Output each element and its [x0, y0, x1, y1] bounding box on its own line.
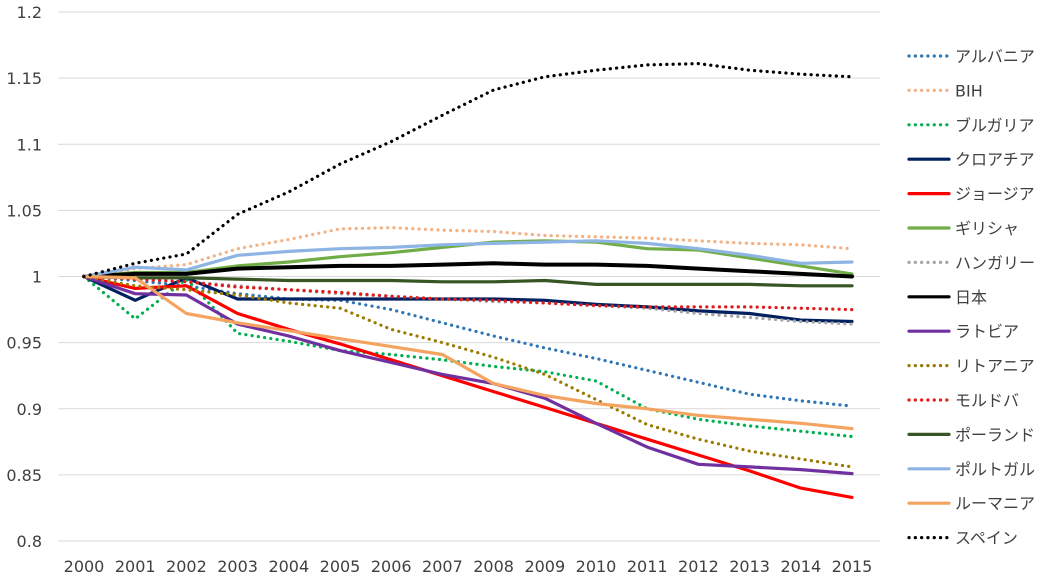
- legend-label: ラトビア: [955, 322, 1019, 341]
- x-tick-label: 2008: [473, 557, 514, 576]
- y-tick-label: 0.95: [6, 334, 42, 353]
- legend-label: スペイン: [955, 529, 1018, 548]
- y-tick-label: 1.1: [17, 135, 42, 154]
- y-tick-label: 1.2: [17, 3, 42, 22]
- legend-label: 日本: [955, 288, 987, 307]
- x-tick-label: 2001: [115, 557, 156, 576]
- series-line-14: [82, 274, 854, 431]
- y-tick-label: 0.9: [17, 400, 42, 419]
- legend-label: モルドバ: [955, 391, 1019, 410]
- y-axis-ticks: 0.8 0.85 0.9 0.95 1 1.05 1.1 1.15 1.2: [6, 3, 42, 551]
- series-line-11: [82, 274, 854, 312]
- x-tick-label: 2010: [576, 557, 617, 576]
- x-tick-label: 2005: [320, 557, 361, 576]
- legend-label: ブルガリア: [955, 116, 1035, 135]
- series-line-13: [82, 239, 854, 279]
- x-tick-label: 2003: [217, 557, 258, 576]
- legend-label: ハンガリー: [955, 253, 1035, 272]
- series-line-8: [82, 261, 854, 279]
- x-tick-label: 2011: [627, 557, 668, 576]
- series-line-5: [82, 274, 854, 499]
- series-line-12: [82, 274, 854, 288]
- legend: アルバニア BIH ブルガリアクロアチアジョージアギリシャハンガリー日本ラトビアリト…: [907, 47, 1035, 548]
- x-tick-label: 2000: [64, 557, 105, 576]
- x-axis-ticks: 2000 2001 2002 2003 2004 2005 2006 2007 2008 2009…: [64, 557, 873, 576]
- x-tick-label: 2013: [729, 557, 770, 576]
- x-tick-label: 2015: [832, 557, 873, 576]
- y-tick-label: 0.85: [6, 466, 42, 485]
- legend-label: BIH: [955, 81, 983, 100]
- series-lines: [82, 61, 854, 499]
- series-line-9: [82, 274, 854, 476]
- y-tick-label: 1.15: [6, 69, 42, 88]
- legend-label: クロアチア: [955, 150, 1035, 169]
- series-line-2: [82, 226, 854, 279]
- x-tick-label: 2007: [422, 557, 463, 576]
- series-line-3: [82, 274, 854, 439]
- series-line-1: [82, 274, 854, 408]
- x-tick-label: 2009: [524, 557, 565, 576]
- y-tick-label: 1.05: [6, 201, 42, 220]
- series-line-15: [82, 61, 854, 279]
- x-tick-label: 2006: [371, 557, 412, 576]
- legend-label: ギリシャ: [955, 219, 1019, 238]
- legend-label: リトアニア: [955, 357, 1035, 376]
- legend-label: ルーマニア: [955, 494, 1035, 513]
- x-tick-label: 2002: [166, 557, 207, 576]
- y-tick-label: 0.8: [17, 532, 42, 551]
- legend-label: ポーランド: [955, 425, 1035, 444]
- legend-label: ポルトガル: [955, 460, 1035, 479]
- x-tick-label: 2012: [678, 557, 719, 576]
- legend-label: ジョージア: [955, 185, 1035, 204]
- legend-label: アルバニア: [955, 47, 1035, 66]
- x-tick-label: 2004: [268, 557, 309, 576]
- y-tick-label: 1: [32, 268, 42, 287]
- series-line-10: [82, 274, 854, 469]
- x-tick-label: 2014: [780, 557, 821, 576]
